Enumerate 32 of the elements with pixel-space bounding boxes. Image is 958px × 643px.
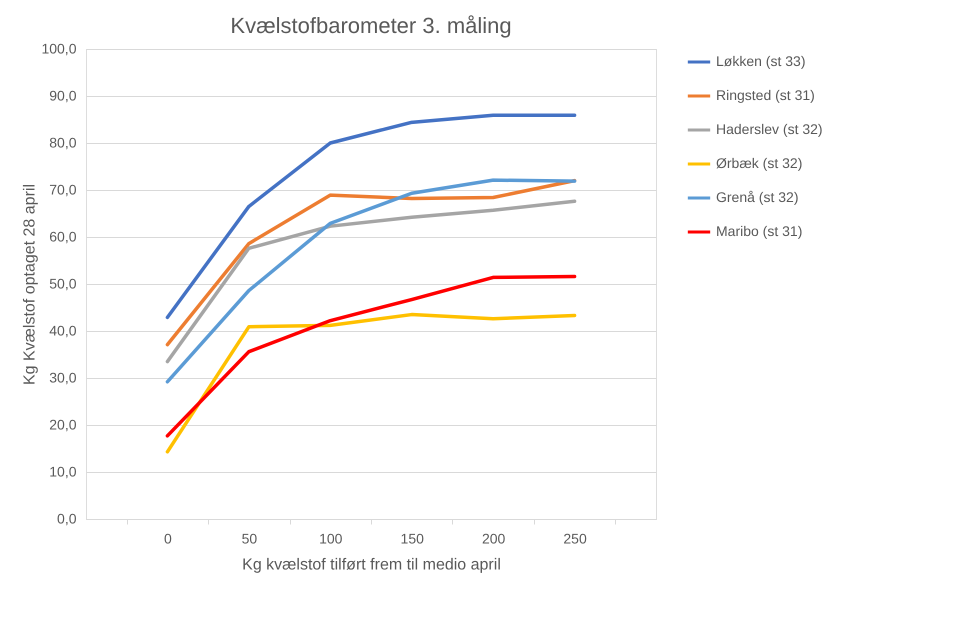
x-axis-title: Kg kvælstof tilført frem til medio april [242,556,501,574]
y-tick-label: 50,0 [49,276,77,292]
line-series [166,312,576,454]
line-series [166,178,576,346]
y-tick-label: 10,0 [49,464,77,480]
y-axis-title: Kg Kvælstof optaget 28 april [21,184,38,386]
x-tick-label: 0 [164,530,172,546]
y-tick-label: 100,0 [41,40,77,56]
y-tick-label: 30,0 [49,370,77,386]
x-tick-label: 150 [400,530,424,546]
legend-label: Grenå (st 32) [716,189,798,205]
chart-title: Kvælstofbarometer 3. måling [230,13,512,38]
legend-label: Løkken (st 33) [716,53,806,69]
legend-label: Ringsted (st 31) [716,87,815,103]
legend-label: Ørbæk (st 32) [716,155,802,171]
line-series [166,114,576,320]
y-tick-label: 80,0 [49,134,77,150]
y-tick-label: 60,0 [49,228,77,244]
x-tick-label: 50 [242,530,258,546]
legend-label: Maribo (st 31) [716,223,802,239]
legend-label: Haderslev (st 32) [716,121,823,137]
x-tick-label: 200 [482,530,506,546]
y-tick-label: 20,0 [49,416,77,432]
y-tick-label: 0,0 [57,510,77,526]
line-series [166,178,576,384]
line-series [166,274,576,438]
x-tick-label: 100 [319,530,343,546]
line-series [166,200,576,364]
y-tick-label: 40,0 [49,322,77,338]
y-tick-label: 90,0 [49,88,77,104]
y-tick-label: 70,0 [49,182,77,198]
x-tick-label: 250 [563,530,587,546]
